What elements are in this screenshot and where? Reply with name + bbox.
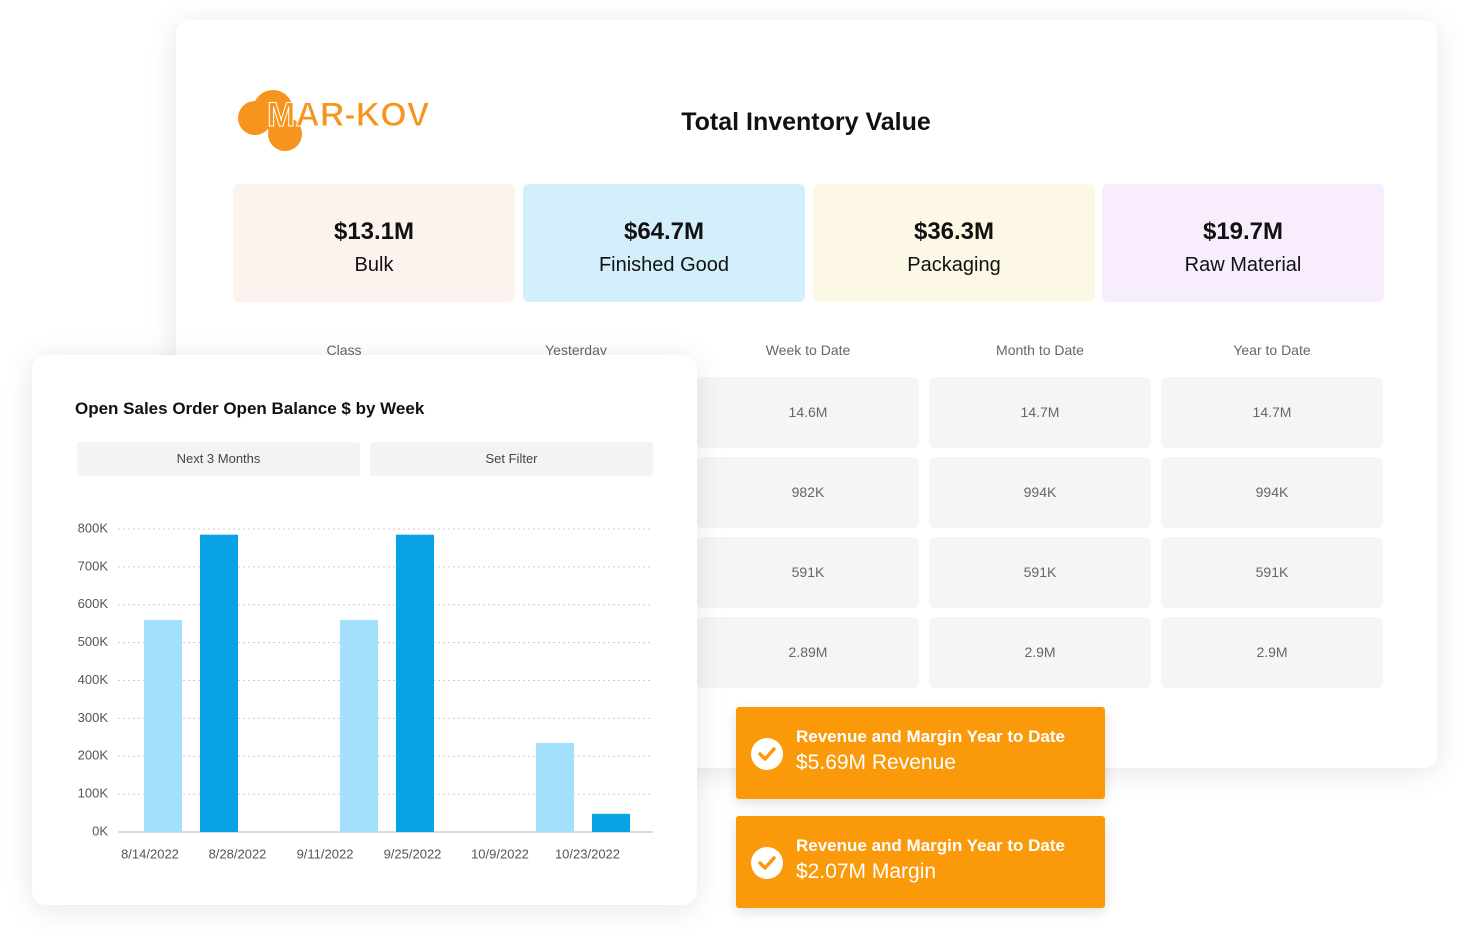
table-cell: 591K [697, 537, 919, 608]
inventory-card: $64.7M Finished Good [523, 184, 805, 302]
y-tick-label: 200K [78, 748, 109, 763]
filter-button[interactable]: Next 3 Months [77, 442, 360, 476]
x-tick-label: 9/25/2022 [384, 846, 442, 861]
y-tick-label: 0K [92, 823, 108, 838]
check-icon [751, 738, 783, 770]
table-cell: 14.7M [929, 377, 1151, 448]
table-cell: 994K [929, 457, 1151, 528]
column-header: Week to Date [765, 342, 851, 358]
column-header: Yesterday [545, 342, 607, 358]
chart-panel: Open Sales Order Open Balance $ by Week … [32, 355, 697, 905]
x-tick-label: 10/23/2022 [555, 846, 620, 861]
table-cell: 14.6M [697, 377, 919, 448]
table-cell: 2.89M [697, 617, 919, 688]
card-value: $19.7M [1202, 218, 1284, 245]
inventory-card: $13.1M Bulk [233, 184, 515, 302]
chart: 0K 100K 200K 300K 400K 500K 600K 700K 800K 8/14/2… [78, 520, 653, 861]
y-tick-label: 800K [78, 520, 109, 535]
y-tick-label: 700K [78, 558, 109, 573]
table-cell: 591K [1161, 537, 1383, 608]
x-tick-label: 8/14/2022 [121, 846, 179, 861]
column-header: Class [326, 342, 362, 358]
y-tick-label: 300K [78, 710, 109, 725]
bar [536, 742, 574, 832]
column-header: Month to Date [996, 342, 1084, 358]
inventory-card: $36.3M Packaging [813, 184, 1095, 302]
inventory-title: Total Inventory Value [681, 108, 931, 136]
y-tick-label: 600K [78, 596, 109, 611]
logo-circle [253, 90, 293, 130]
table-cell: 591K [929, 537, 1151, 608]
chart-title: Open Sales Order Open Balance $ by Week [75, 399, 425, 418]
table-cell: 994K [1161, 457, 1383, 528]
card-value: $64.7M [623, 218, 705, 245]
bar [144, 619, 182, 832]
logo: MAR-KOV [238, 90, 430, 151]
check-icon [751, 847, 783, 879]
notification-title: Revenue and Margin Year to Date [796, 727, 1065, 746]
card-label: Packaging [907, 254, 1001, 276]
bar [592, 813, 630, 832]
column-header: Year to Date [1233, 342, 1311, 358]
bar [340, 619, 378, 832]
notification-title: Revenue and Margin Year to Date [796, 836, 1065, 855]
x-tick-label: 8/28/2022 [209, 846, 267, 861]
card-label: Bulk [354, 254, 394, 276]
bar [396, 534, 434, 832]
bar [200, 534, 238, 832]
x-tick-label: 10/9/2022 [471, 846, 529, 861]
card-label: Finished Good [598, 254, 730, 276]
y-tick-label: 500K [78, 634, 109, 649]
x-tick-label: 9/11/2022 [297, 846, 354, 861]
card-value: $13.1M [333, 218, 415, 245]
y-tick-label: 100K [78, 786, 109, 801]
table-cell: 982K [697, 457, 919, 528]
notification: Revenue and Margin Year to Date $2.07M Ma… [736, 816, 1105, 908]
table-cell: 2.9M [1161, 617, 1383, 688]
filter-button[interactable]: Set Filter [370, 442, 653, 476]
notification: Revenue and Margin Year to Date $5.69M Re… [736, 707, 1105, 799]
logo-text: MAR-KOV [267, 96, 430, 134]
table-cell: 14.7M [1161, 377, 1383, 448]
notification-text: $5.69M Revenue [796, 751, 956, 774]
card-label: Raw Material [1184, 254, 1302, 276]
inventory-card: $19.7M Raw Material [1102, 184, 1384, 302]
card-value: $36.3M [913, 218, 995, 245]
y-tick-label: 400K [78, 672, 109, 687]
notification-text: $2.07M Margin [796, 860, 937, 883]
table-cell: 2.9M [929, 617, 1151, 688]
